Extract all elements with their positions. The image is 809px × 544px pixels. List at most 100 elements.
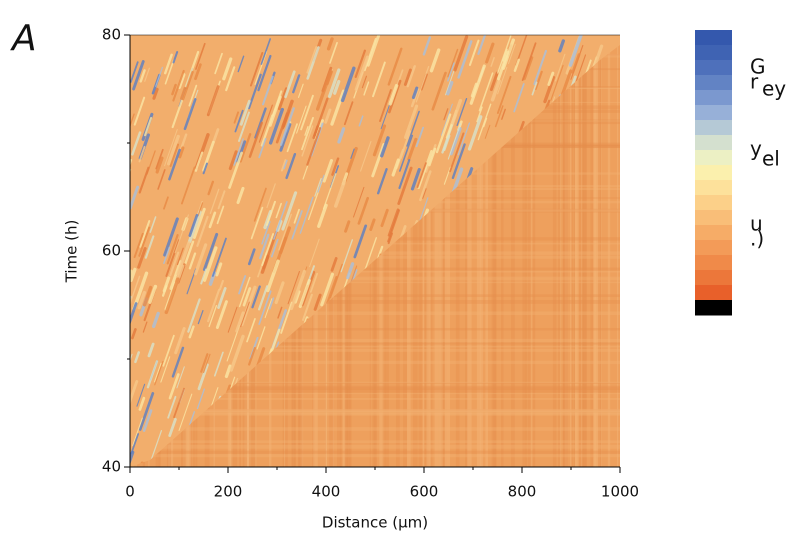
streak bbox=[207, 180, 215, 196]
streak bbox=[283, 159, 288, 170]
streak bbox=[327, 68, 341, 98]
streak bbox=[266, 259, 280, 293]
streak bbox=[317, 174, 325, 193]
streak bbox=[136, 383, 146, 407]
streak bbox=[132, 60, 145, 91]
streak bbox=[428, 147, 437, 167]
streak bbox=[410, 168, 421, 191]
streak bbox=[163, 246, 171, 264]
streak bbox=[324, 108, 332, 124]
streak bbox=[364, 237, 377, 270]
streak bbox=[333, 79, 341, 95]
streak bbox=[240, 301, 250, 328]
streak bbox=[152, 87, 159, 100]
streak bbox=[502, 48, 508, 62]
streak bbox=[363, 81, 370, 96]
streak bbox=[421, 188, 427, 199]
streak bbox=[265, 200, 276, 226]
streak bbox=[571, 53, 581, 74]
x-tick-label: 600 bbox=[410, 483, 439, 501]
stripe bbox=[476, 35, 481, 467]
streak bbox=[320, 272, 334, 307]
streak bbox=[533, 49, 548, 86]
streak bbox=[133, 96, 146, 126]
streak bbox=[211, 237, 227, 277]
streak bbox=[274, 281, 285, 305]
streak bbox=[261, 233, 275, 266]
streak bbox=[449, 132, 465, 173]
streak bbox=[302, 293, 313, 321]
stripe bbox=[130, 397, 620, 400]
streak bbox=[246, 318, 256, 343]
streak bbox=[214, 52, 223, 75]
streak bbox=[521, 42, 537, 82]
streak bbox=[217, 286, 227, 309]
streak bbox=[233, 111, 240, 124]
colorbar-label: u bbox=[750, 212, 763, 236]
streak bbox=[138, 396, 146, 411]
streak bbox=[286, 123, 298, 153]
streak bbox=[197, 310, 204, 325]
streak bbox=[235, 311, 245, 333]
streak bbox=[306, 127, 322, 166]
stripe bbox=[130, 410, 620, 415]
stripe bbox=[130, 342, 620, 345]
streak bbox=[398, 159, 411, 190]
streak bbox=[387, 209, 401, 243]
x-tick-label: 400 bbox=[312, 483, 341, 501]
stripe bbox=[578, 35, 584, 467]
streak bbox=[388, 83, 399, 106]
stripe bbox=[130, 338, 620, 343]
streak bbox=[543, 75, 556, 104]
streak bbox=[180, 86, 187, 100]
colorbar-swatch bbox=[695, 120, 732, 136]
streak bbox=[284, 70, 296, 99]
streak bbox=[278, 213, 292, 251]
streak bbox=[192, 207, 206, 240]
streak bbox=[202, 232, 219, 272]
colorbar-swatch bbox=[695, 105, 732, 121]
streak bbox=[238, 276, 251, 308]
streak bbox=[213, 351, 224, 377]
streak bbox=[344, 464, 355, 467]
streak bbox=[404, 104, 419, 139]
stripe bbox=[438, 35, 443, 467]
streak bbox=[130, 450, 135, 467]
streak bbox=[380, 102, 391, 130]
colorbar-swatch bbox=[695, 180, 732, 196]
stripe bbox=[385, 35, 389, 467]
stripe bbox=[430, 35, 433, 467]
streak bbox=[168, 417, 177, 437]
streak bbox=[164, 53, 173, 75]
streak bbox=[138, 392, 155, 431]
streak bbox=[166, 234, 179, 265]
streak bbox=[250, 206, 264, 240]
streak bbox=[181, 70, 194, 101]
streak bbox=[497, 35, 512, 74]
streak bbox=[363, 37, 377, 72]
colorbar-label: G bbox=[750, 55, 766, 79]
stripe bbox=[467, 35, 472, 467]
streak bbox=[501, 108, 506, 120]
streak bbox=[550, 64, 564, 101]
streak bbox=[134, 351, 140, 364]
stripe bbox=[418, 35, 421, 467]
streak bbox=[346, 262, 355, 280]
streak bbox=[187, 210, 202, 244]
streak bbox=[247, 248, 256, 266]
streak bbox=[489, 71, 499, 92]
streak bbox=[229, 334, 245, 372]
streak bbox=[131, 328, 137, 340]
stripe bbox=[590, 35, 593, 467]
streak bbox=[174, 214, 189, 254]
streak bbox=[130, 380, 139, 418]
stripe bbox=[571, 35, 573, 467]
x-axis-label: Distance (µm) bbox=[322, 514, 428, 532]
streak bbox=[262, 75, 274, 106]
streak bbox=[270, 238, 279, 258]
streak bbox=[131, 131, 142, 156]
y-tick-label: 60 bbox=[102, 242, 121, 260]
streak bbox=[313, 293, 322, 311]
streak bbox=[380, 208, 389, 228]
